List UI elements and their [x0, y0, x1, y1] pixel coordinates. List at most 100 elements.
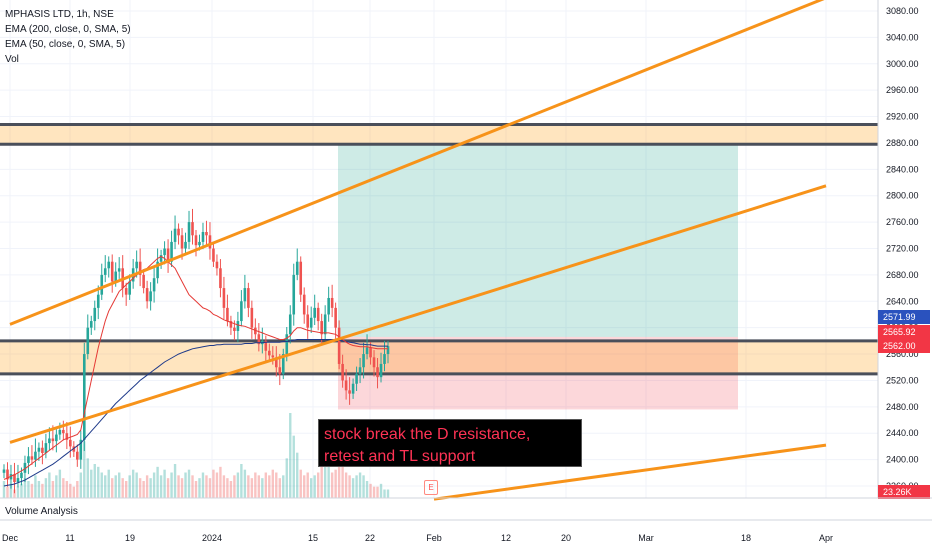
candle-body[interactable]: [365, 347, 369, 355]
candle-body[interactable]: [369, 347, 372, 358]
candle-body[interactable]: [215, 261, 219, 269]
candle-body[interactable]: [383, 354, 386, 364]
candle-body[interactable]: [30, 456, 34, 460]
candle-body[interactable]: [362, 354, 365, 368]
candle-body[interactable]: [48, 438, 51, 444]
profit-zone[interactable]: [338, 144, 738, 337]
candle-body[interactable]: [306, 314, 310, 328]
candle-body[interactable]: [100, 274, 104, 295]
candle-body[interactable]: [212, 248, 215, 262]
candle-body[interactable]: [41, 447, 44, 454]
candle-body[interactable]: [124, 288, 128, 295]
candle-body[interactable]: [184, 241, 187, 249]
candle-body[interactable]: [309, 317, 313, 328]
candle-body[interactable]: [65, 433, 69, 440]
candle-body[interactable]: [355, 373, 358, 384]
candle-body[interactable]: [37, 447, 41, 452]
candle-body[interactable]: [110, 261, 114, 282]
candle-body[interactable]: [222, 288, 226, 308]
candle-body[interactable]: [295, 261, 299, 275]
candle-body[interactable]: [62, 429, 65, 434]
candle-body[interactable]: [281, 354, 285, 374]
candle-body[interactable]: [13, 474, 16, 483]
candle-body[interactable]: [386, 346, 390, 355]
candle-body[interactable]: [274, 357, 278, 368]
candle-body[interactable]: [268, 350, 271, 356]
candle-body[interactable]: [89, 321, 93, 328]
trendline-middle-channel[interactable]: [9, 184, 827, 444]
candle-body[interactable]: [23, 462, 27, 473]
candle-body[interactable]: [358, 367, 362, 374]
candle-body[interactable]: [233, 327, 236, 331]
volume-legend[interactable]: Vol: [5, 54, 19, 65]
candle-body[interactable]: [257, 334, 261, 345]
candle-body[interactable]: [219, 268, 222, 289]
candle-body[interactable]: [177, 228, 180, 236]
ema50-line[interactable]: [3, 255, 388, 480]
candle-body[interactable]: [173, 228, 177, 242]
trendline-upper-channel[interactable]: [9, 0, 826, 326]
candle-body[interactable]: [337, 327, 341, 364]
candle-body[interactable]: [320, 321, 323, 335]
candle-body[interactable]: [205, 232, 208, 236]
candle-body[interactable]: [327, 297, 330, 315]
resistance-zone[interactable]: [0, 124, 878, 145]
candle-body[interactable]: [180, 235, 184, 249]
candle-body[interactable]: [51, 438, 55, 442]
candle-body[interactable]: [166, 248, 170, 262]
symbol-title[interactable]: MPHASIS LTD, 1h, NSE: [5, 9, 114, 20]
candle-body[interactable]: [191, 222, 194, 236]
candle-body[interactable]: [271, 355, 275, 358]
candle-body[interactable]: [313, 307, 316, 318]
candle-body[interactable]: [330, 297, 334, 308]
candle-body[interactable]: [229, 321, 233, 328]
candle-body[interactable]: [117, 268, 121, 272]
candle-body[interactable]: [288, 314, 292, 335]
candle-body[interactable]: [250, 307, 254, 328]
candle-body[interactable]: [159, 255, 163, 262]
candle-body[interactable]: [187, 222, 191, 242]
candle-body[interactable]: [379, 363, 383, 378]
candle-body[interactable]: [20, 472, 23, 479]
candle-body[interactable]: [243, 288, 247, 302]
candle-body[interactable]: [114, 271, 118, 282]
candle-body[interactable]: [264, 340, 268, 351]
price-tag[interactable]: [878, 485, 930, 499]
candle-body[interactable]: [96, 294, 100, 308]
candle-body[interactable]: [152, 278, 156, 292]
candle-body[interactable]: [198, 241, 201, 246]
candle-body[interactable]: [55, 434, 58, 442]
ema50-legend[interactable]: EMA (50, close, 0, SMA, 5): [5, 39, 126, 50]
annotation-textbox[interactable]: stock break the D resistance, retest and…: [318, 419, 582, 467]
candle-body[interactable]: [79, 439, 83, 460]
price-tag[interactable]: [878, 310, 930, 324]
candle-body[interactable]: [163, 248, 166, 256]
candle-body[interactable]: [201, 232, 205, 242]
candle-body[interactable]: [138, 261, 142, 275]
candle-body[interactable]: [254, 327, 257, 335]
candle-body[interactable]: [226, 307, 229, 322]
candle-body[interactable]: [334, 307, 337, 328]
candle-body[interactable]: [341, 363, 344, 381]
earnings-badge[interactable]: E: [424, 480, 438, 495]
candle-body[interactable]: [302, 294, 306, 315]
candle-body[interactable]: [135, 261, 138, 269]
candle-body[interactable]: [247, 288, 250, 308]
price-tag[interactable]: [878, 339, 930, 353]
candle-body[interactable]: [285, 334, 289, 355]
candle-body[interactable]: [240, 301, 243, 322]
candle-body[interactable]: [316, 307, 320, 322]
candle-body[interactable]: [103, 268, 107, 275]
volume-analysis-label[interactable]: Volume Analysis: [5, 506, 78, 517]
candle-body[interactable]: [82, 354, 86, 440]
candle-body[interactable]: [170, 241, 173, 262]
candle-body[interactable]: [16, 478, 20, 483]
candle-body[interactable]: [69, 439, 72, 447]
candle-body[interactable]: [323, 314, 327, 335]
candle-body[interactable]: [27, 456, 30, 463]
candle-body[interactable]: [142, 274, 145, 289]
ema200-legend[interactable]: EMA (200, close, 0, SMA, 5): [5, 24, 131, 35]
candle-body[interactable]: [236, 321, 240, 331]
candle-body[interactable]: [292, 274, 296, 315]
